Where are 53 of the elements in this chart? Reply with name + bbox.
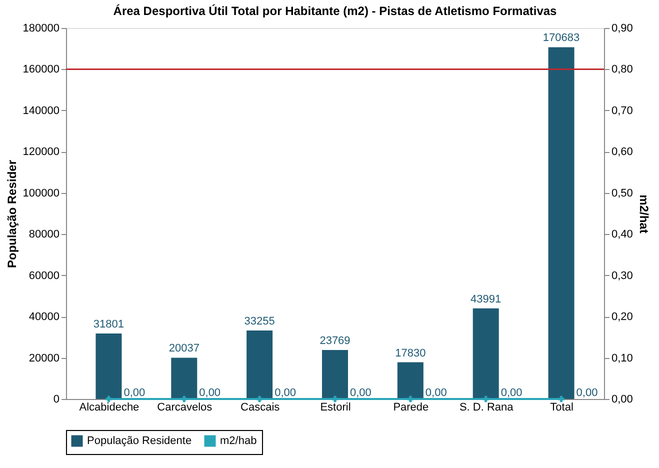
data-label: 0,00 bbox=[124, 387, 146, 399]
legend-label: População Residente bbox=[87, 435, 192, 447]
y2-tick-label: 0,50 bbox=[612, 187, 633, 200]
y-tick-label: 60000 bbox=[28, 270, 60, 282]
x-tick-label: Cascais bbox=[240, 402, 280, 414]
y-tick-label: 40000 bbox=[28, 311, 60, 324]
data-label: 170683 bbox=[542, 32, 580, 44]
y2-axis-title: m2/hat bbox=[636, 194, 651, 234]
y-tick-label: 80000 bbox=[28, 228, 60, 241]
data-label: 0,00 bbox=[500, 387, 522, 399]
y2-tick-label: 0,00 bbox=[612, 394, 633, 406]
y-tick-label: 20000 bbox=[28, 352, 60, 364]
data-label: 0,00 bbox=[274, 387, 296, 399]
y-tick-label: 0 bbox=[53, 394, 60, 406]
y2-tick-label: 0,20 bbox=[612, 311, 633, 324]
data-label: 33255 bbox=[244, 315, 275, 328]
data-label: 0,00 bbox=[199, 387, 221, 399]
legend-label: m2/hab bbox=[220, 435, 257, 447]
data-label: 23769 bbox=[320, 335, 350, 348]
data-label: 0,00 bbox=[576, 387, 598, 399]
bar bbox=[171, 358, 198, 399]
x-tick-label: Parede bbox=[393, 402, 429, 414]
bar bbox=[246, 330, 273, 399]
bar bbox=[96, 333, 122, 399]
x-tick-label: S. D. Rana bbox=[459, 402, 514, 414]
chart-title: Área Desportiva Útil Total por Habitante (m2) - Pistas de Atletismo Formativas bbox=[113, 4, 558, 18]
y-tick-label: 180000 bbox=[22, 22, 60, 34]
y-tick-label: 140000 bbox=[22, 104, 60, 117]
y2-tick-label: 0,70 bbox=[612, 104, 633, 117]
x-tick-label: Estoril bbox=[320, 402, 351, 414]
x-tick-label: Total bbox=[550, 402, 574, 414]
data-label: 31801 bbox=[93, 318, 124, 330]
y2-tick-label: 0,90 bbox=[612, 22, 633, 34]
y2-tick-label: 0,60 bbox=[612, 146, 633, 158]
data-label: 17830 bbox=[395, 347, 426, 360]
bar bbox=[548, 47, 574, 399]
y2-tick-label: 0,40 bbox=[612, 228, 633, 241]
y-tick-label: 100000 bbox=[22, 187, 60, 200]
x-tick-label: Alcabideche bbox=[79, 402, 140, 414]
data-label: 20037 bbox=[168, 342, 200, 355]
y-tick-label: 160000 bbox=[22, 64, 60, 76]
y2-tick-label: 0,80 bbox=[612, 64, 633, 76]
data-label: 0,00 bbox=[425, 387, 447, 399]
bar bbox=[322, 350, 348, 399]
data-label: 0,00 bbox=[350, 387, 372, 399]
x-tick-label: Carcavelos bbox=[157, 402, 213, 414]
bar bbox=[472, 308, 499, 399]
data-label: 43991 bbox=[470, 293, 502, 306]
y-tick-label: 120000 bbox=[22, 146, 60, 158]
bar bbox=[397, 362, 424, 399]
y-axis-title: População Resider bbox=[4, 160, 19, 268]
y2-tick-label: 0,30 bbox=[612, 270, 633, 282]
y2-tick-label: 0,10 bbox=[612, 352, 633, 364]
